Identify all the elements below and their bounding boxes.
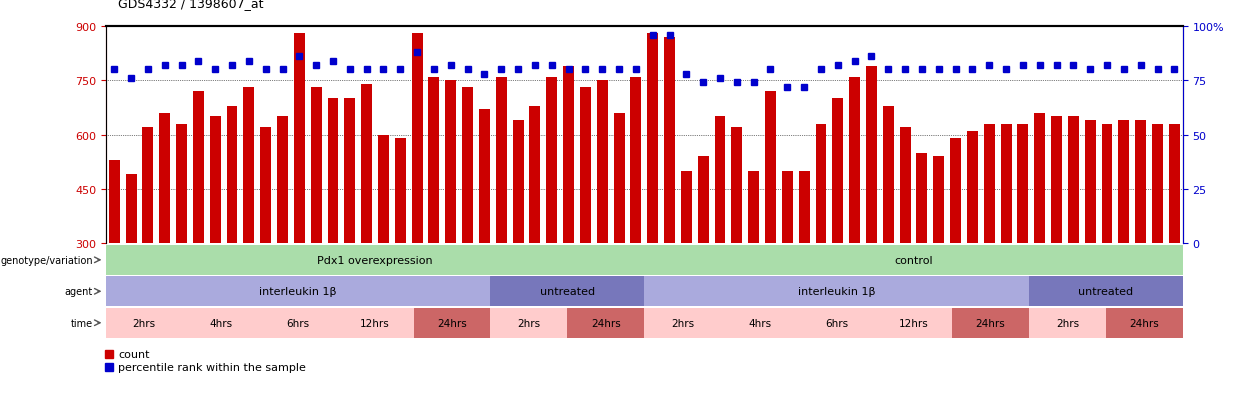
Bar [934,157,944,244]
Bar [227,106,238,244]
Text: count: count [118,349,149,359]
Bar [378,135,388,244]
Bar [697,157,708,244]
Bar [412,34,422,244]
Text: 4hrs: 4hrs [209,318,233,328]
Text: 24hrs: 24hrs [976,318,1005,328]
Bar [731,128,742,244]
Bar [900,128,910,244]
Bar [647,34,659,244]
Bar [311,88,321,244]
Text: untreated: untreated [540,287,595,297]
Bar [446,81,456,244]
Bar [833,99,843,244]
Text: agent: agent [65,287,93,297]
Bar [278,117,288,244]
Bar [1169,124,1180,244]
Bar [799,171,809,244]
Bar [1001,124,1011,244]
Bar [916,153,928,244]
Text: 2hrs: 2hrs [133,318,156,328]
Bar [1152,124,1163,244]
Bar [1102,124,1113,244]
Bar [1051,117,1062,244]
Bar [664,38,675,244]
Text: percentile rank within the sample: percentile rank within the sample [118,362,306,372]
Bar [967,132,977,244]
Bar [126,175,137,244]
Text: 12hrs: 12hrs [360,318,390,328]
Text: 6hrs: 6hrs [286,318,310,328]
Bar [681,171,692,244]
Bar [950,139,961,244]
Bar [883,106,894,244]
Text: interleukin 1β: interleukin 1β [259,287,337,297]
Bar [159,114,171,244]
Bar [327,99,339,244]
Text: untreated: untreated [1078,287,1133,297]
Bar [1035,114,1046,244]
Bar [193,92,204,244]
Bar [142,128,153,244]
Bar [513,121,524,244]
Bar [984,124,995,244]
Bar [260,128,271,244]
Bar [596,81,608,244]
Bar [428,77,439,244]
Text: 24hrs: 24hrs [437,318,467,328]
Bar [1068,117,1079,244]
Text: 24hrs: 24hrs [1129,318,1159,328]
Bar [849,77,860,244]
Bar [176,124,187,244]
Text: GDS4332 / 1398607_at: GDS4332 / 1398607_at [118,0,264,10]
Bar [1135,121,1147,244]
Bar [782,171,793,244]
Text: 2hrs: 2hrs [671,318,695,328]
Text: time: time [71,318,93,328]
Bar [1017,124,1028,244]
Text: 4hrs: 4hrs [748,318,771,328]
Bar [630,77,641,244]
Bar [108,161,120,244]
Bar [361,85,372,244]
Text: control: control [894,255,933,265]
Bar [867,66,876,244]
Bar [496,77,507,244]
Bar [294,34,305,244]
Bar [715,117,726,244]
Text: 6hrs: 6hrs [825,318,848,328]
Text: Pdx1 overexpression: Pdx1 overexpression [317,255,433,265]
Text: interleukin 1β: interleukin 1β [798,287,875,297]
Bar [614,114,625,244]
Text: 2hrs: 2hrs [1056,318,1079,328]
Text: 12hrs: 12hrs [899,318,929,328]
Bar [580,88,591,244]
Text: genotype/variation: genotype/variation [0,255,93,265]
Bar [395,139,406,244]
Bar [1084,121,1096,244]
Bar [529,106,540,244]
Text: 2hrs: 2hrs [518,318,540,328]
Bar [1118,121,1129,244]
Bar [748,171,759,244]
Bar [764,92,776,244]
Bar [815,124,827,244]
Bar [547,77,558,244]
Bar [462,88,473,244]
Bar [479,110,489,244]
Bar [209,117,220,244]
Bar [243,88,254,244]
Bar [563,66,574,244]
Text: 24hrs: 24hrs [591,318,621,328]
Bar [345,99,355,244]
